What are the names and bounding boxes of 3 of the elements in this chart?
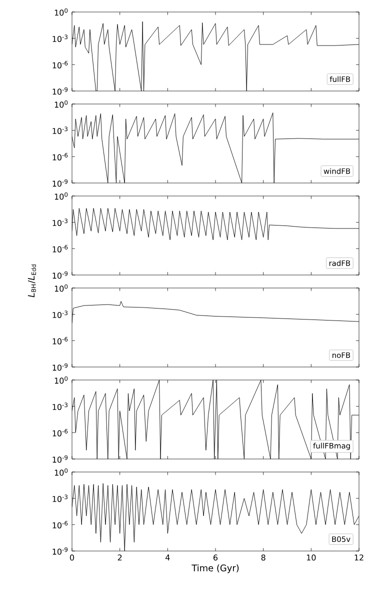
y-axis-title: L$_{BH}$/L$_{Edd}$ <box>28 264 36 298</box>
line-series <box>72 380 360 459</box>
x-axis-title: Time (Gyr) <box>192 564 239 574</box>
